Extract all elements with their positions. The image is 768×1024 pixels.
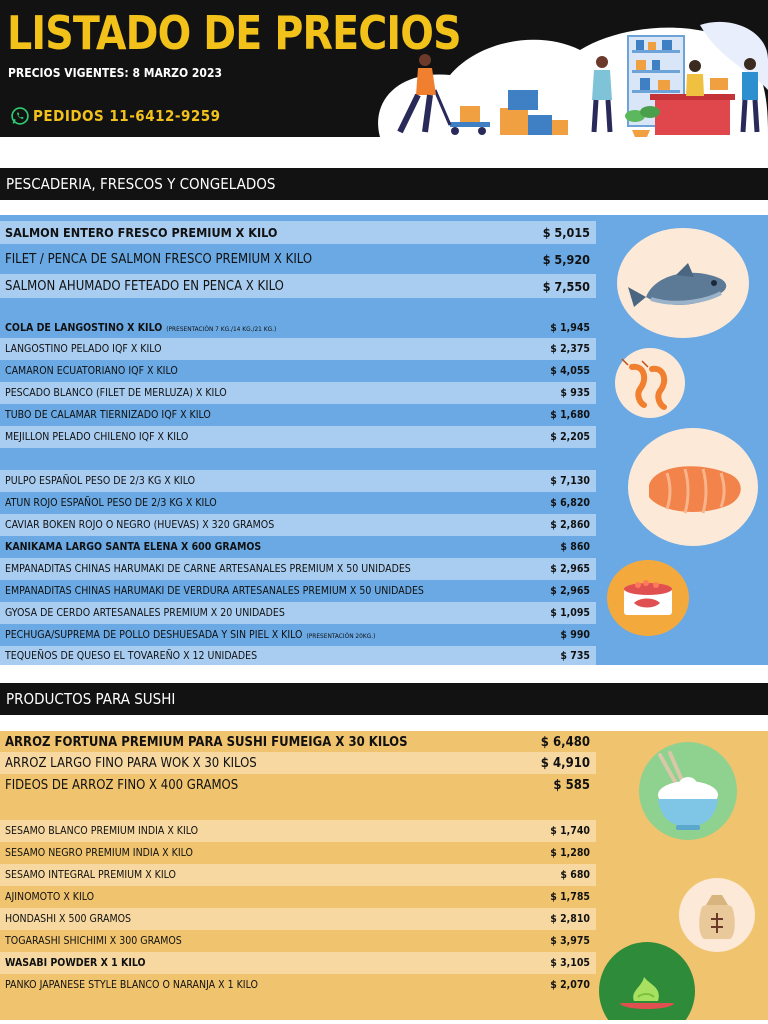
price-row: FIDEOS DE ARROZ FINO X 400 GRAMOS $ 585 [5, 777, 590, 793]
sushi-price-list: ARROZ FORTUNA PREMIUM PARA SUSHI FUMEIGA… [0, 731, 768, 1020]
price-row: FILET / PENCA DE SALMON FRESCO PREMIUM X… [5, 251, 590, 267]
prices-valid-date: PRECIOS VIGENTES: 8 MARZO 2023 [8, 66, 222, 80]
price-row: TEQUEÑOS DE QUESO EL TOVAREÑO X 12 UNIDA… [0, 646, 596, 665]
section-title-fish: PESCADERIA, FRESCOS Y CONGELADOS [0, 168, 768, 200]
header-banner: LISTADO DE PRECIOS PRECIOS VIGENTES: 8 M… [0, 0, 768, 137]
delivery-illustration [378, 21, 768, 137]
price-row: MEJILLON PELADO CHILENO IQF X KILO $ 2,20… [0, 426, 596, 448]
price-row: CAMARON ECUATORIANO IQF X KILO $ 4,055 [5, 365, 590, 377]
price-row: CAVIAR BOKEN ROJO O NEGRO (HUEVAS) X 320… [0, 514, 596, 536]
shrimp-icon [615, 348, 685, 418]
spice-sack-icon [679, 878, 755, 952]
price-row: TUBO DE CALAMAR TIERNIZADO IQF X KILO $ 1… [5, 409, 590, 421]
price-row: ARROZ LARGO FINO PARA WOK X 30 KILOS $ 4,… [0, 752, 596, 774]
fish-price-list: SALMON ENTERO FRESCO PREMIUM X KILO $ 5,0… [0, 215, 768, 665]
price-row: ATUN ROJO ESPAÑOL PESO DE 2/3 KG X KILO $… [5, 497, 590, 509]
price-row: COLA DE LANGOSTINO X KILO (PRESENTACIÓN 7… [5, 321, 590, 334]
orders-phone[interactable]: PEDIDOS 11-6412-9259 [10, 106, 221, 126]
rice-bowl-icon [639, 742, 737, 840]
price-row: SESAMO BLANCO PREMIUM INDIA X KILO $ 1,74… [0, 820, 596, 842]
price-row: TOGARASHI SHICHIMI X 300 GRAMOS $ 3,975 [5, 935, 590, 947]
price-row: PANKO JAPANESE STYLE BLANCO O NARANJA X … [5, 979, 590, 991]
price-row: SALMON ENTERO FRESCO PREMIUM X KILO $ 5,0… [0, 221, 596, 244]
price-row: SALMON AHUMADO FETEADO EN PENCA X KILO $ … [0, 274, 596, 298]
fish-icon [617, 228, 749, 338]
price-row: PESCADO BLANCO (FILET DE MERLUZA) X KILO… [0, 382, 596, 404]
price-row: EMPANADITAS CHINAS HARUMAKI DE VERDURA A… [5, 585, 590, 597]
canned-fish-icon [607, 560, 689, 636]
price-row: PULPO ESPAÑOL PESO DE 2/3 KG X KILO $ 7,1… [0, 470, 596, 492]
price-row: HONDASHI X 500 GRAMOS $ 2,810 [0, 908, 596, 930]
price-row: AJINOMOTO X KILO $ 1,785 [5, 891, 590, 903]
wasabi-icon [599, 942, 695, 1020]
price-row: ARROZ FORTUNA PREMIUM PARA SUSHI FUMEIGA… [5, 734, 590, 750]
price-row: SESAMO NEGRO PREMIUM INDIA X KILO $ 1,280 [5, 847, 590, 859]
price-row: GYOSA DE CERDO ARTESANALES PREMIUM X 20 … [0, 602, 596, 624]
salmon-fillet-icon [628, 428, 758, 546]
price-row: EMPANADITAS CHINAS HARUMAKI DE CARNE ART… [0, 558, 596, 580]
whatsapp-icon [11, 107, 29, 125]
section-title-sushi: PRODUCTOS PARA SUSHI [0, 683, 768, 715]
price-row: KANIKAMA LARGO SANTA ELENA X 600 GRAMOS $… [5, 541, 590, 553]
price-row: PECHUGA/SUPREMA DE POLLO DESHUESADA Y SI… [5, 629, 590, 641]
page-title: LISTADO DE PRECIOS [7, 6, 462, 60]
price-row: WASABI POWDER X 1 KILO $ 3,105 [0, 952, 596, 974]
price-row: LANGOSTINO PELADO IQF X KILO $ 2,375 [0, 338, 596, 360]
price-row: SESAMO INTEGRAL PREMIUM X KILO $ 680 [0, 864, 596, 886]
orders-phone-label: PEDIDOS 11-6412-9259 [33, 107, 221, 125]
